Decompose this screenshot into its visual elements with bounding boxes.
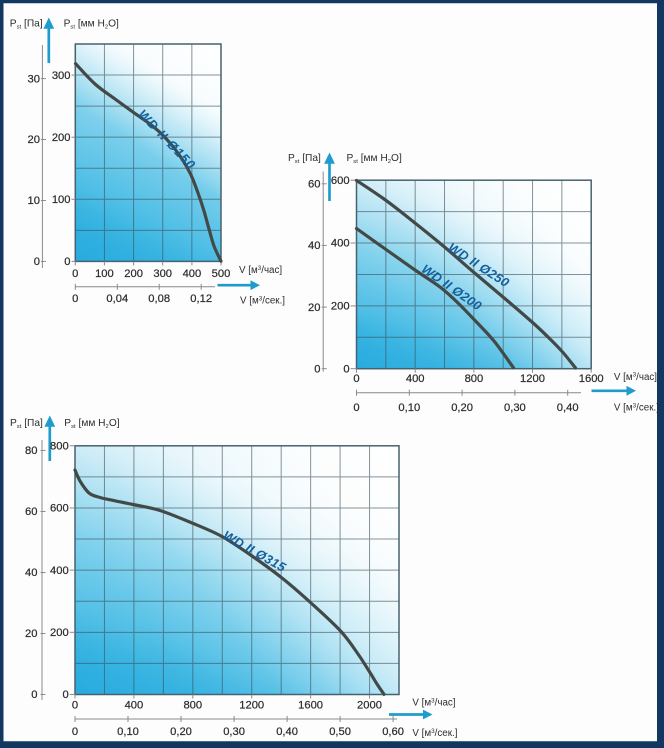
- svg-text:0,12: 0,12: [190, 293, 212, 305]
- svg-text:0: 0: [31, 689, 37, 701]
- svg-text:0,60: 0,60: [382, 726, 404, 738]
- svg-text:V [м3/сек.]: V [м3/сек.]: [412, 728, 457, 739]
- svg-text:30: 30: [28, 73, 40, 85]
- svg-text:1600: 1600: [298, 700, 323, 712]
- svg-text:0,30: 0,30: [504, 402, 526, 414]
- svg-text:200: 200: [50, 627, 69, 639]
- svg-text:0: 0: [72, 293, 78, 305]
- svg-text:20: 20: [25, 628, 37, 640]
- svg-text:100: 100: [52, 194, 71, 206]
- svg-text:V [м3/час]: V [м3/час]: [614, 372, 657, 383]
- svg-text:0: 0: [62, 689, 68, 701]
- svg-text:0: 0: [353, 373, 359, 385]
- svg-text:200: 200: [331, 301, 350, 313]
- svg-text:100: 100: [95, 268, 114, 280]
- svg-text:0,40: 0,40: [276, 726, 298, 738]
- svg-text:V [м3/сек.]: V [м3/сек.]: [614, 402, 659, 413]
- svg-text:0: 0: [353, 402, 359, 414]
- svg-text:0: 0: [343, 363, 349, 375]
- svg-text:60: 60: [25, 506, 37, 518]
- svg-text:1200: 1200: [520, 373, 545, 385]
- svg-text:1600: 1600: [579, 373, 604, 385]
- svg-text:Pst [Па]: Pst [Па]: [10, 418, 43, 430]
- svg-text:10: 10: [28, 195, 40, 207]
- svg-text:300: 300: [153, 268, 172, 280]
- svg-text:600: 600: [50, 503, 69, 515]
- svg-text:0: 0: [314, 363, 320, 375]
- svg-text:60: 60: [308, 179, 320, 191]
- svg-text:500: 500: [212, 268, 231, 280]
- svg-text:0,10: 0,10: [398, 402, 420, 414]
- svg-text:0,30: 0,30: [223, 726, 245, 738]
- svg-text:20: 20: [28, 134, 40, 146]
- svg-text:0: 0: [72, 726, 78, 738]
- svg-text:0,10: 0,10: [117, 726, 139, 738]
- svg-text:80: 80: [25, 445, 37, 457]
- svg-text:800: 800: [50, 441, 69, 453]
- svg-text:1200: 1200: [239, 700, 264, 712]
- svg-text:0,50: 0,50: [329, 726, 351, 738]
- svg-text:0,04: 0,04: [106, 293, 128, 305]
- svg-text:V [м3/сек.]: V [м3/сек.]: [240, 295, 285, 306]
- svg-text:40: 40: [308, 240, 320, 252]
- svg-text:20: 20: [308, 302, 320, 314]
- svg-text:0: 0: [72, 268, 78, 280]
- svg-text:2000: 2000: [357, 700, 382, 712]
- svg-text:0,08: 0,08: [148, 293, 170, 305]
- svg-text:600: 600: [331, 175, 350, 187]
- svg-text:0: 0: [72, 700, 78, 712]
- svg-text:0: 0: [34, 256, 40, 268]
- svg-text:400: 400: [331, 238, 350, 250]
- svg-text:400: 400: [125, 700, 144, 712]
- svg-text:300: 300: [52, 70, 71, 82]
- svg-text:800: 800: [183, 700, 202, 712]
- svg-text:800: 800: [465, 373, 484, 385]
- svg-text:400: 400: [406, 373, 425, 385]
- svg-text:0,20: 0,20: [451, 402, 473, 414]
- svg-text:0,20: 0,20: [170, 726, 192, 738]
- svg-text:200: 200: [52, 132, 71, 144]
- svg-text:40: 40: [25, 567, 37, 579]
- svg-text:0: 0: [64, 256, 70, 268]
- svg-text:200: 200: [124, 268, 143, 280]
- svg-text:Pst [Па]: Pst [Па]: [10, 18, 43, 30]
- svg-text:V [м3/час]: V [м3/час]: [239, 265, 282, 276]
- svg-text:V [м3/час]: V [м3/час]: [412, 697, 455, 708]
- svg-text:Pst [Па]: Pst [Па]: [288, 153, 321, 165]
- svg-text:400: 400: [50, 565, 69, 577]
- svg-text:400: 400: [183, 268, 202, 280]
- svg-text:0,40: 0,40: [557, 402, 579, 414]
